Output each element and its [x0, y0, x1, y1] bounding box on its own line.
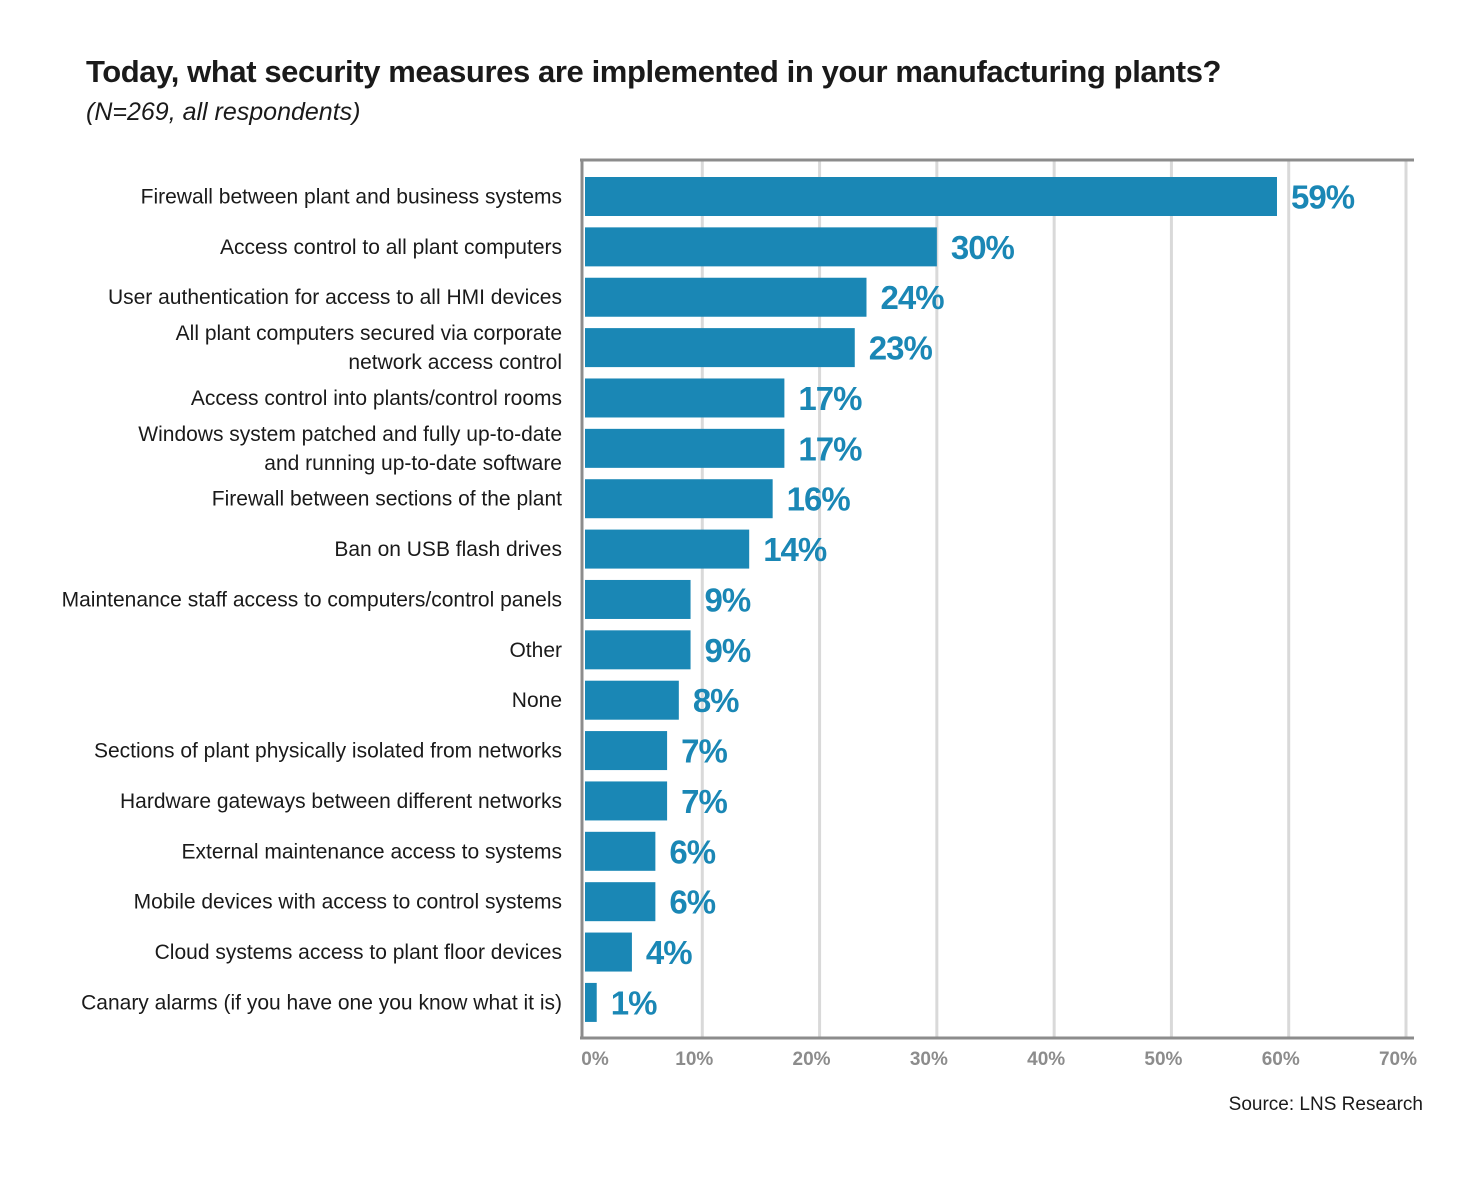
bar: [585, 781, 668, 821]
bar: [585, 378, 785, 418]
value-label: 17%: [798, 380, 862, 417]
value-label: 30%: [951, 229, 1015, 266]
chart-title: Today, what security measures are implem…: [86, 54, 1222, 89]
value-label: 9%: [705, 632, 751, 669]
bar: [585, 428, 785, 468]
category-label: Other: [509, 639, 562, 662]
chart-subtitle: (N=269, all respondents): [86, 98, 361, 126]
tick-label: 10%: [675, 1049, 713, 1070]
bar: [585, 680, 679, 720]
category-label: Access control to all plant computers: [220, 236, 562, 259]
category-label: Maintenance staff access to computers/co…: [62, 588, 562, 611]
value-label: 6%: [669, 833, 715, 870]
axes: 0% 10% 20% 30% 40% 50% 60% 70%: [580, 158, 1417, 1070]
value-label: 9%: [705, 581, 751, 618]
value-label: 8%: [693, 682, 739, 719]
bar: [585, 227, 937, 267]
category-label: Access control into plants/control rooms: [191, 387, 562, 410]
value-label: 6%: [669, 884, 715, 921]
value-label: 17%: [798, 430, 862, 467]
tick-label: 0%: [581, 1049, 609, 1070]
value-label: 16%: [787, 481, 851, 518]
category-label: External maintenance access to systems: [181, 840, 562, 863]
value-label: 4%: [646, 934, 692, 971]
category-label: User authentication for access to all HM…: [108, 286, 562, 309]
category-label: None: [512, 689, 562, 712]
category-label: All plant computers secured via corporat…: [176, 322, 562, 374]
category-label: Windows system patched and fully up-to-d…: [138, 423, 562, 475]
value-label: 59%: [1291, 179, 1355, 216]
value-label: 7%: [681, 733, 727, 770]
tick-label: 50%: [1144, 1049, 1182, 1070]
tick-label: 60%: [1262, 1049, 1300, 1070]
bars: [585, 177, 1277, 1022]
tick-label: 70%: [1379, 1049, 1417, 1070]
bar: [585, 831, 656, 871]
category-label: Mobile devices with access to control sy…: [134, 891, 562, 914]
category-label: Ban on USB flash drives: [334, 538, 562, 561]
labels: 59%30%24%23%17%17%16%14%9%9%8%7%7%6%6%4%…: [62, 179, 1356, 1022]
bar: [585, 529, 750, 569]
bar: [585, 579, 691, 619]
category-label: Sections of plant physically isolated fr…: [94, 740, 562, 763]
tick-label: 40%: [1027, 1049, 1065, 1070]
value-label: 7%: [681, 783, 727, 820]
value-label: 1%: [611, 984, 657, 1021]
source-note: Source: LNS Research: [1228, 1094, 1423, 1115]
bar: [585, 731, 668, 771]
value-label: 24%: [880, 279, 944, 316]
bar: [585, 328, 855, 368]
value-label: 23%: [869, 330, 933, 367]
category-label: Firewall between plant and business syst…: [141, 186, 562, 209]
category-label: Hardware gateways between different netw…: [120, 790, 562, 813]
bar: [585, 630, 691, 670]
bar: [585, 479, 773, 519]
bar: [585, 882, 656, 922]
tick-label: 20%: [793, 1049, 831, 1070]
value-label: 14%: [763, 531, 827, 568]
bar: [585, 932, 632, 972]
category-label: Firewall between sections of the plant: [212, 488, 562, 511]
bar: [585, 982, 597, 1022]
category-label: Cloud systems access to plant floor devi…: [155, 941, 562, 964]
tick-label: 30%: [910, 1049, 948, 1070]
category-label: Canary alarms (if you have one you know …: [81, 991, 562, 1014]
bar: [585, 177, 1277, 216]
bar: [585, 277, 867, 317]
